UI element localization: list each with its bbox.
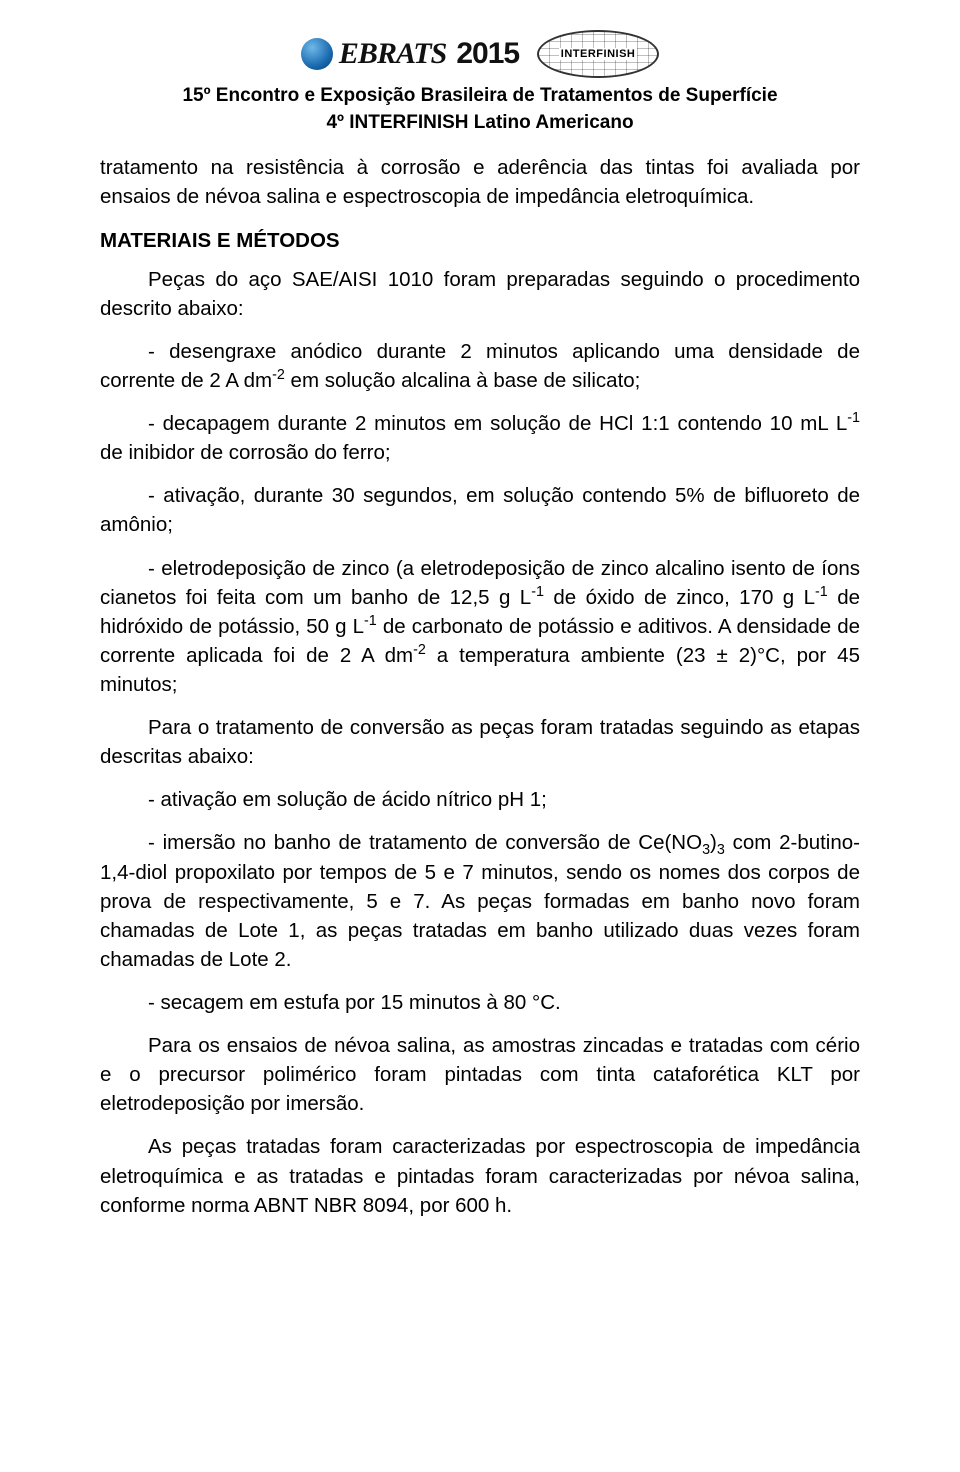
paragraph-11: As peças tratadas foram caracterizadas p… [100,1132,860,1219]
paragraph-5: - eletrodeposição de zinco (a eletrodepo… [100,554,860,700]
section-heading: MATERIAIS E MÉTODOS [100,226,860,255]
document-page: EBRATS 2015 INTERFINISH 15º Encontro e E… [0,0,960,1294]
paragraph-10: Para os ensaios de névoa salina, as amos… [100,1031,860,1118]
intro-paragraph: tratamento na resistência à corrosão e a… [100,153,860,211]
paragraph-7: - ativação em solução de ácido nítrico p… [100,785,860,814]
paragraph-1: Peças do aço SAE/AISI 1010 foram prepara… [100,265,860,323]
paragraph-4: - ativação, durante 30 segundos, em solu… [100,481,860,539]
paragraph-9: - secagem em estufa por 15 minutos à 80 … [100,988,860,1017]
text-fragment: de inibidor de corrosão do ferro; [100,441,391,464]
text-fragment: de óxido de zinco, 170 g L [544,586,815,609]
paragraph-2: - desengraxe anódico durante 2 minutos a… [100,337,860,395]
paragraph-6: Para o tratamento de conversão as peças … [100,713,860,771]
ebrats-logo: EBRATS 2015 [301,37,519,71]
header-subtitle: 4º INTERFINISH Latino Americano [100,111,860,136]
superscript: -1 [531,584,544,600]
superscript: -1 [847,410,860,426]
paragraph-8: - imersão no banho de tratamento de conv… [100,828,860,974]
globe-icon [301,38,333,70]
text-fragment: ) [710,831,717,854]
document-body: tratamento na resistência à corrosão e a… [100,153,860,1219]
interfinish-logo: INTERFINISH [537,30,659,78]
ebrats-logo-text: EBRATS [339,37,446,71]
superscript: -2 [413,642,426,658]
text-fragment: em solução alcalina à base de silicato; [285,369,641,392]
text-fragment: - decapagem durante 2 minutos em solução… [148,412,847,435]
interfinish-logo-text: INTERFINISH [559,48,638,60]
ebrats-logo-year: 2015 [456,37,519,71]
subscript: 3 [702,843,710,859]
header-title: 15º Encontro e Exposição Brasileira de T… [100,84,860,109]
superscript: -1 [815,584,828,600]
superscript: -1 [364,613,377,629]
header-logos: EBRATS 2015 INTERFINISH [100,30,860,78]
subscript: 3 [717,843,725,859]
text-fragment: - imersão no banho de tratamento de conv… [148,831,702,854]
paragraph-3: - decapagem durante 2 minutos em solução… [100,409,860,467]
superscript: -2 [272,367,285,383]
